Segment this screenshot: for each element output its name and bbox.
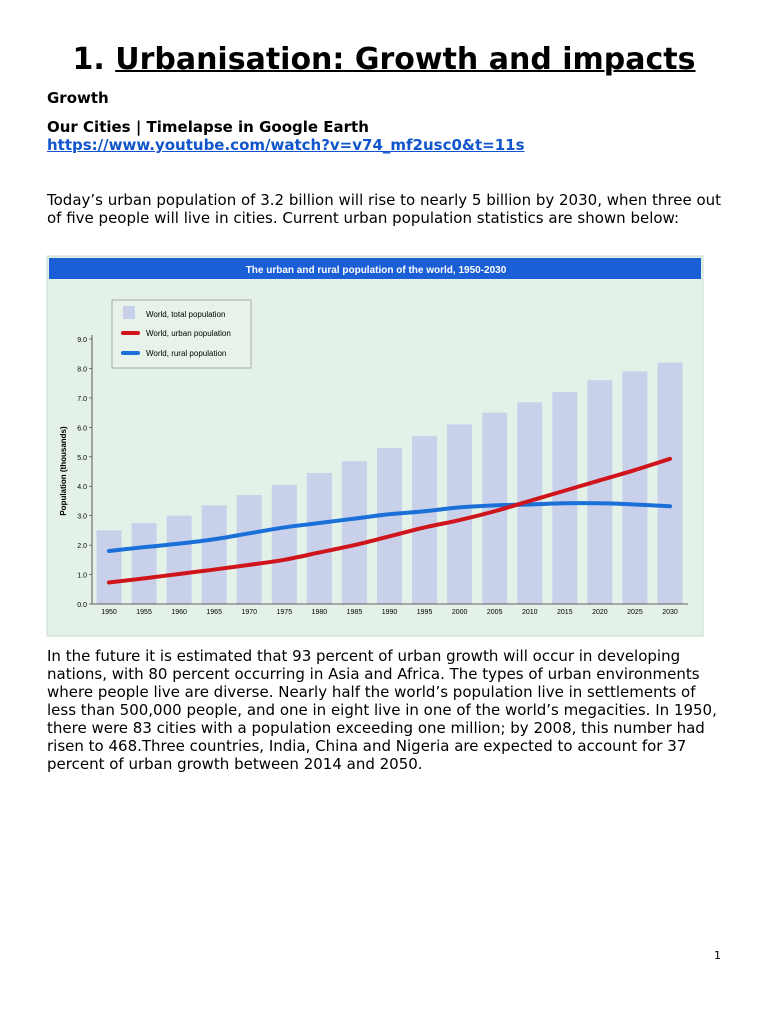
x-tick-label: 1970 <box>241 609 257 616</box>
bar-1965 <box>201 505 227 604</box>
legend-label-urban: World, urban population <box>146 329 231 338</box>
x-tick-label: 1950 <box>101 609 117 616</box>
y-tick-label: 8.0 <box>77 366 87 373</box>
page-title: 1. Urbanisation: Growth and impacts <box>0 40 768 80</box>
body-paragraph: In the future it is estimated that 93 pe… <box>47 647 717 773</box>
bar-1985 <box>341 461 367 604</box>
legend-swatch-total <box>123 306 135 319</box>
legend-label-rural: World, rural population <box>146 349 226 358</box>
x-tick-label: 2020 <box>592 609 608 616</box>
bar-2000 <box>447 424 473 604</box>
bar-1970 <box>236 495 262 604</box>
x-tick-label: 1955 <box>136 609 152 616</box>
y-tick-label: 0.0 <box>77 602 87 609</box>
chart-title-bar <box>49 258 701 279</box>
y-tick-label: 3.0 <box>77 514 87 521</box>
bar-1950 <box>96 530 122 604</box>
x-tick-label: 1995 <box>417 609 433 616</box>
bar-1990 <box>377 447 402 604</box>
y-tick-label: 6.0 <box>77 425 87 432</box>
y-tick-label: 2.0 <box>77 543 87 550</box>
bar-1995 <box>412 436 438 604</box>
bar-2015 <box>552 392 578 604</box>
bar-2020 <box>587 380 613 604</box>
x-tick-label: 2010 <box>522 609 538 616</box>
bar-1960 <box>166 515 192 604</box>
x-tick-label: 2015 <box>557 609 573 616</box>
population-chart: The urban and rural population of the wo… <box>46 255 704 637</box>
video-title: Our Cities | Timelapse in Google Earth <box>47 118 369 136</box>
title-text: Urbanisation: Growth and impacts <box>115 42 696 77</box>
x-tick-label: 1965 <box>206 609 222 616</box>
bar-1980 <box>306 472 332 604</box>
y-tick-label: 4.0 <box>77 484 87 491</box>
intro-paragraph: Today’s urban population of 3.2 billion … <box>47 191 722 227</box>
x-tick-label: 2030 <box>662 609 678 616</box>
x-tick-label: 1980 <box>312 609 328 616</box>
page-number: 1 <box>714 949 721 962</box>
video-link[interactable]: https://www.youtube.com/watch?v=v74_mf2u… <box>47 136 525 154</box>
title-number: 1. <box>72 42 105 77</box>
bar-2030 <box>657 362 683 604</box>
x-tick-label: 1975 <box>277 609 293 616</box>
x-tick-label: 1960 <box>171 609 187 616</box>
chart-title: The urban and rural population of the wo… <box>246 265 507 276</box>
x-tick-label: 1985 <box>347 609 363 616</box>
y-tick-label: 9.0 <box>77 337 87 344</box>
y-tick-label: 7.0 <box>77 396 87 403</box>
bar-1975 <box>271 484 297 604</box>
y-tick-label: 1.0 <box>77 573 87 580</box>
y-tick-label: 5.0 <box>77 455 87 462</box>
legend-label-total: World, total population <box>146 310 225 319</box>
bar-1955 <box>131 523 157 604</box>
x-tick-label: 2025 <box>627 609 643 616</box>
x-tick-label: 1990 <box>382 609 398 616</box>
section-heading: Growth <box>47 89 109 107</box>
x-tick-label: 2005 <box>487 609 503 616</box>
legend: World, total population World, urban pop… <box>111 299 252 369</box>
bar-2025 <box>622 371 648 604</box>
x-tick-label: 2000 <box>452 609 468 616</box>
y-axis-label: Population (thousands) <box>59 426 68 516</box>
